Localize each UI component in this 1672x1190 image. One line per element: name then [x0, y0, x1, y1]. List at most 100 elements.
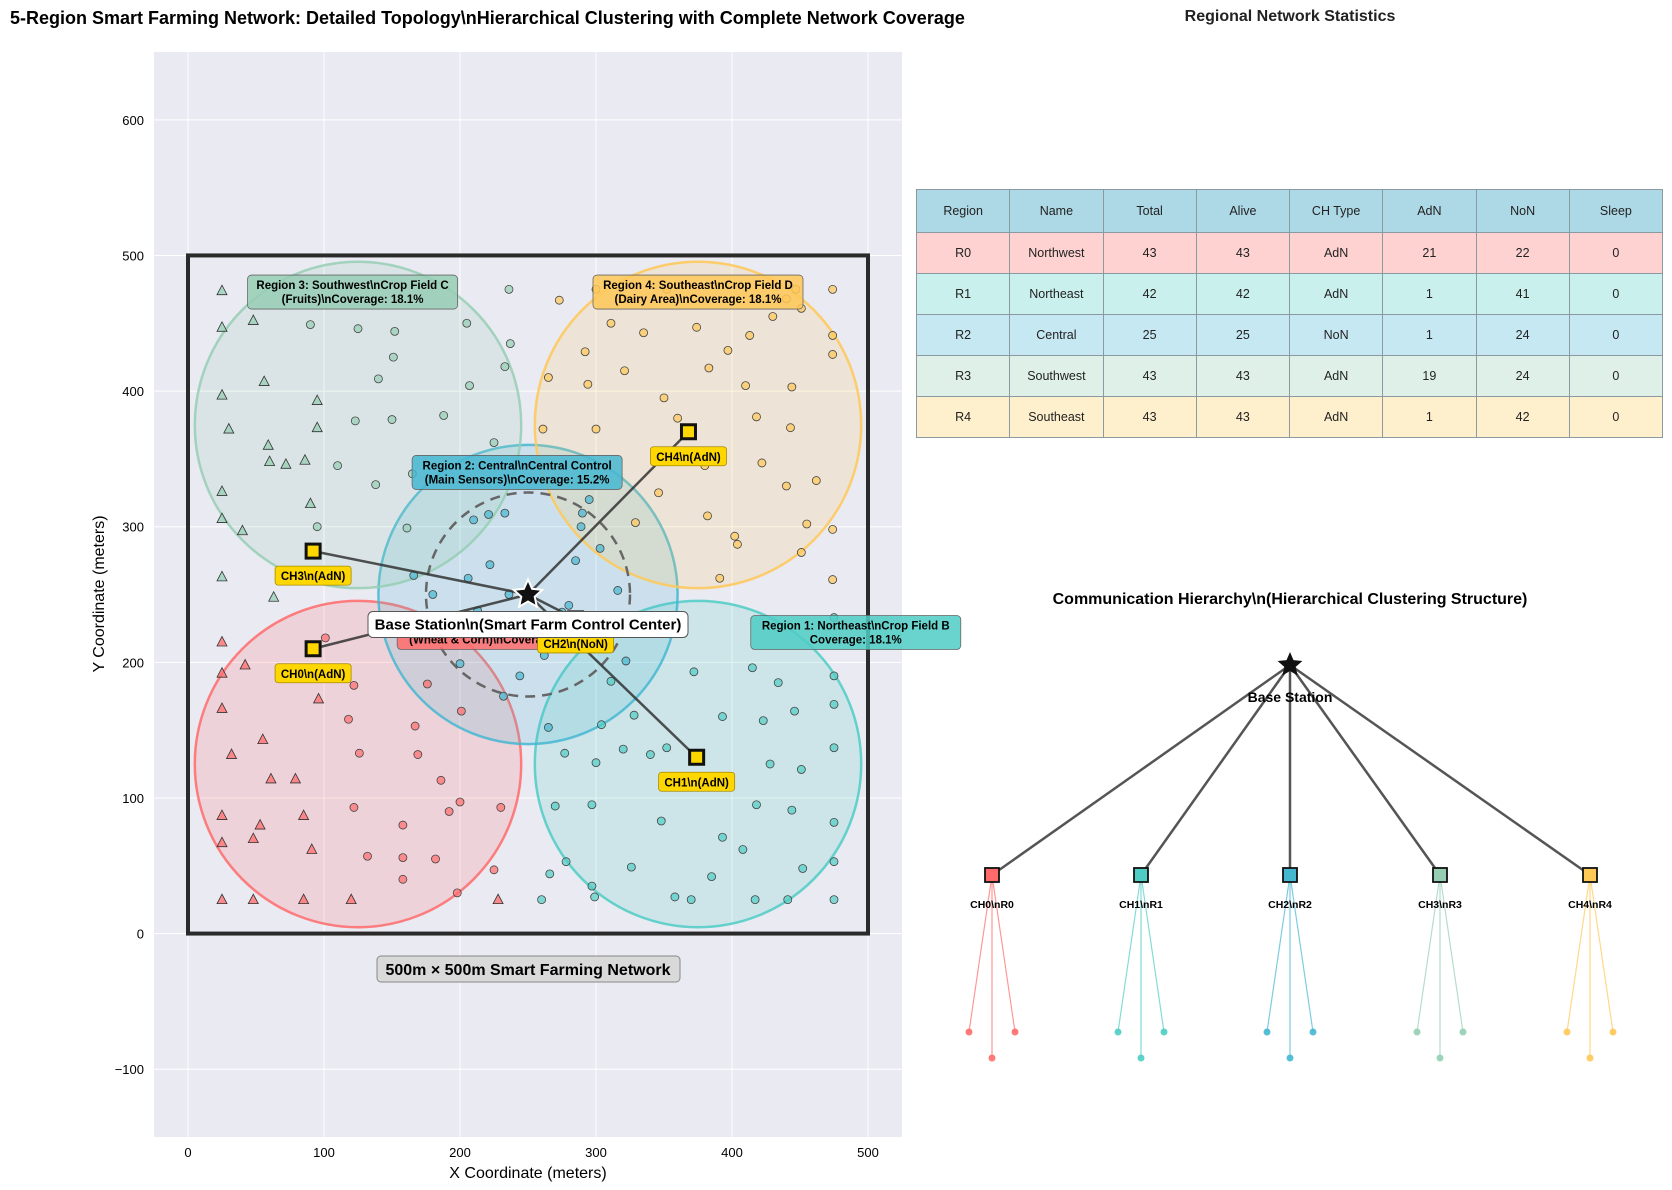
table-cell: AdN	[1288, 396, 1384, 438]
table-cell: 1	[1382, 273, 1477, 315]
sensor-node-non	[798, 864, 808, 873]
sensor-node-non	[455, 659, 465, 669]
sensor-node-non	[398, 820, 408, 830]
sensor-node-non	[787, 382, 797, 392]
sensor-node-non	[631, 518, 640, 528]
sensor-node-non	[656, 816, 666, 826]
sensor-node-non	[499, 691, 508, 701]
tree-ch-node-4	[1582, 867, 1598, 883]
sensor-node-non	[768, 312, 778, 321]
table-cell: R3	[915, 355, 1011, 397]
tree-leaf-node	[1459, 1028, 1467, 1036]
sensor-node-non	[422, 679, 432, 689]
tree-edge-root-ch4	[1289, 663, 1591, 877]
table-cell: R1	[915, 273, 1011, 315]
table-cell: 0	[1568, 314, 1664, 356]
region-label-line2: (Dairy Area)\nCoverage: 18.1%	[614, 294, 781, 306]
region-label-line2: Coverage: 18.1%	[810, 634, 902, 646]
table-cell: R2	[915, 314, 1011, 356]
table-cell: 43	[1102, 396, 1197, 438]
sensor-node-non	[752, 412, 761, 422]
tree-ch-node-0	[984, 867, 1000, 883]
table-cell: 22	[1475, 232, 1570, 274]
cluster-head-1	[688, 748, 706, 766]
tree-leaf-node	[1263, 1028, 1271, 1036]
sensor-node-non	[538, 424, 548, 434]
sensor-node-adn	[247, 314, 259, 325]
region-label-line1: Region 2: Central\nCentral Control	[423, 460, 612, 472]
tree-leaf-node	[1286, 1054, 1294, 1062]
sensor-node-non	[707, 872, 716, 881]
table-cell: 0	[1568, 273, 1664, 315]
table-cell: AdN	[1288, 355, 1384, 397]
sensor-node-non	[590, 892, 600, 902]
sensor-node-non	[765, 759, 775, 769]
sensor-node-non	[452, 888, 462, 898]
sensor-node-non	[828, 350, 838, 359]
y-tick-label: 400	[122, 384, 144, 399]
field-rect	[186, 253, 870, 936]
sensor-node-adn	[280, 457, 292, 469]
table-header-row: Region Name Total Alive CH Type AdN NoN Sleep	[915, 189, 1664, 233]
table-cell: 25	[1102, 314, 1197, 356]
sensor-node-adn	[216, 702, 228, 713]
sensor-node-non	[646, 750, 655, 759]
tree-leaf-node	[988, 1054, 996, 1062]
sensor-node-non	[489, 865, 499, 875]
sensor-node-adn	[223, 422, 235, 434]
table-header-cell: Sleep	[1568, 189, 1664, 233]
region-label-box-r2	[411, 455, 623, 490]
sensor-node-non	[496, 803, 506, 812]
sensor-node-non	[829, 743, 839, 753]
sensor-node-non	[413, 750, 423, 759]
sensor-node-non	[828, 575, 838, 584]
sensor-node-adn	[268, 590, 280, 602]
bs-range-circle	[424, 491, 632, 698]
region-label-box-r4	[592, 274, 804, 310]
tree-edge-ch-leaf	[968, 874, 993, 1033]
sensor-node-non	[462, 318, 472, 328]
sensor-node-non	[829, 699, 839, 709]
sensor-node-adn	[312, 692, 325, 704]
sensor-node-non	[333, 461, 343, 471]
stats-title: Regional Network Statistics	[1184, 8, 1396, 25]
table-header-cell: AdN	[1382, 189, 1477, 233]
tree-edge-ch-leaf	[1416, 874, 1441, 1033]
sensor-node-non	[802, 519, 812, 529]
sensor-node-non	[583, 379, 593, 389]
sensor-node-non	[783, 895, 793, 905]
x-tick-label: 0	[184, 1145, 191, 1160]
sensor-node-non	[489, 438, 499, 448]
sensor-node-adn	[299, 453, 311, 465]
sensor-node-adn	[345, 893, 357, 905]
table-header-cell: Region	[915, 189, 1011, 233]
sensor-node-non	[829, 857, 839, 867]
sensor-node-adn	[258, 375, 270, 386]
sensor-node-non	[752, 800, 761, 810]
x-tick-label: 300	[585, 1145, 607, 1160]
sensor-node-adn	[216, 320, 228, 332]
sensor-node-non	[550, 801, 560, 811]
sensor-node-non	[387, 415, 397, 424]
table-cell: 19	[1382, 355, 1477, 397]
tree-edge-root-ch0	[991, 663, 1291, 877]
ch-label-text: CH4\n(AdN)	[656, 452, 721, 464]
sensor-node-adn	[216, 570, 228, 582]
sensor-node-non	[591, 758, 601, 768]
table-cell: Northwest	[1009, 232, 1104, 274]
sensor-node-non	[305, 320, 315, 330]
sensor-node-non	[741, 381, 750, 391]
sensor-node-non	[782, 481, 791, 491]
ch-label-text: CH3\n(AdN)	[281, 571, 346, 583]
sensor-node-adn	[216, 836, 228, 848]
table-row-r2: R2 Central 25 25 NoN 1 24 0	[915, 314, 1664, 356]
tree-edge-ch-leaf	[1589, 874, 1614, 1033]
sensor-node-non	[692, 322, 702, 332]
sensor-node-adn	[216, 809, 228, 820]
field-boundary	[186, 253, 870, 936]
sensor-node-non	[515, 671, 525, 681]
table-cell: 1	[1382, 396, 1477, 438]
table-cell: Southeast	[1009, 396, 1104, 438]
sensor-node-non	[738, 845, 748, 854]
sensor-node-adn	[254, 818, 266, 830]
